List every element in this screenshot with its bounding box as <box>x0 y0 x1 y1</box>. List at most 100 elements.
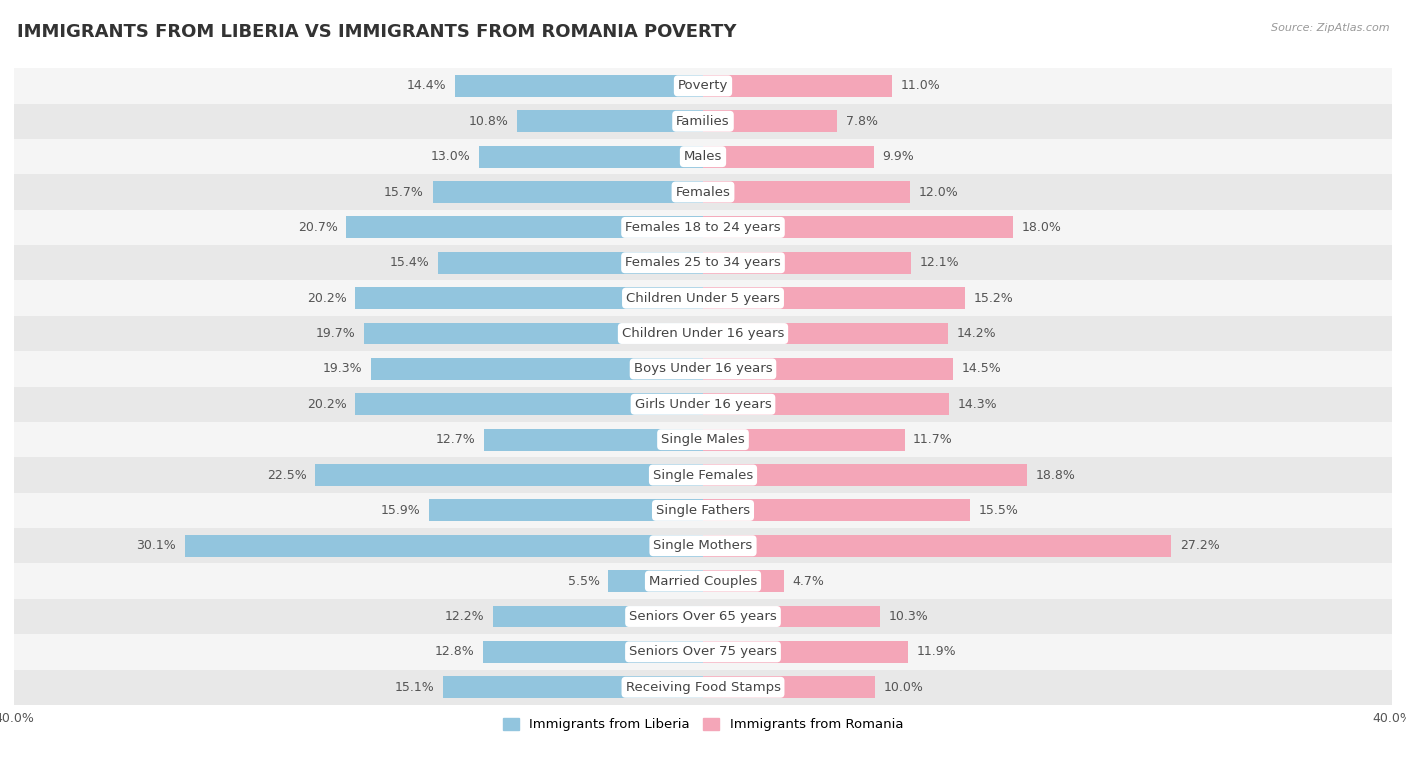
Text: Poverty: Poverty <box>678 80 728 92</box>
Bar <box>14 210 1392 245</box>
Text: Males: Males <box>683 150 723 163</box>
Text: 13.0%: 13.0% <box>430 150 471 163</box>
Bar <box>14 634 1392 669</box>
Text: 15.1%: 15.1% <box>395 681 434 694</box>
Bar <box>14 599 1392 634</box>
Bar <box>364 323 703 344</box>
Text: 15.2%: 15.2% <box>973 292 1014 305</box>
Bar <box>14 563 1392 599</box>
Legend: Immigrants from Liberia, Immigrants from Romania: Immigrants from Liberia, Immigrants from… <box>498 713 908 737</box>
Bar <box>703 323 948 344</box>
Bar <box>482 641 703 662</box>
Bar <box>14 528 1392 563</box>
Text: Boys Under 16 years: Boys Under 16 years <box>634 362 772 375</box>
Bar <box>14 68 1392 104</box>
Text: Females: Females <box>675 186 731 199</box>
Text: 10.8%: 10.8% <box>468 114 509 128</box>
Bar <box>14 422 1392 457</box>
Text: 9.9%: 9.9% <box>882 150 914 163</box>
Bar <box>703 500 970 522</box>
Text: 10.0%: 10.0% <box>884 681 924 694</box>
Text: Females 18 to 24 years: Females 18 to 24 years <box>626 221 780 234</box>
Bar <box>484 429 703 450</box>
Bar <box>703 111 838 132</box>
Bar <box>346 217 703 238</box>
Text: 30.1%: 30.1% <box>136 539 176 553</box>
Text: 14.3%: 14.3% <box>957 398 997 411</box>
Text: 11.7%: 11.7% <box>912 433 953 446</box>
Text: Single Mothers: Single Mothers <box>654 539 752 553</box>
Text: 7.8%: 7.8% <box>846 114 877 128</box>
Text: Married Couples: Married Couples <box>650 575 756 587</box>
Text: 12.0%: 12.0% <box>918 186 957 199</box>
Text: IMMIGRANTS FROM LIBERIA VS IMMIGRANTS FROM ROMANIA POVERTY: IMMIGRANTS FROM LIBERIA VS IMMIGRANTS FR… <box>17 23 737 41</box>
Bar <box>703 606 880 628</box>
Text: 15.9%: 15.9% <box>381 504 420 517</box>
Text: 14.2%: 14.2% <box>956 327 995 340</box>
Bar <box>456 75 703 97</box>
Bar <box>703 75 893 97</box>
Bar <box>356 393 703 415</box>
Bar <box>429 500 703 522</box>
Text: 14.4%: 14.4% <box>406 80 446 92</box>
Bar <box>356 287 703 309</box>
Bar <box>14 493 1392 528</box>
Text: Children Under 5 years: Children Under 5 years <box>626 292 780 305</box>
Text: Females 25 to 34 years: Females 25 to 34 years <box>626 256 780 269</box>
Bar <box>703 287 965 309</box>
Text: 20.7%: 20.7% <box>298 221 337 234</box>
Text: 5.5%: 5.5% <box>568 575 599 587</box>
Bar <box>14 139 1392 174</box>
Text: Girls Under 16 years: Girls Under 16 years <box>634 398 772 411</box>
Text: 18.0%: 18.0% <box>1022 221 1062 234</box>
Text: 12.7%: 12.7% <box>436 433 475 446</box>
Text: Single Females: Single Females <box>652 468 754 481</box>
Text: 18.8%: 18.8% <box>1035 468 1076 481</box>
Text: 22.5%: 22.5% <box>267 468 307 481</box>
Bar <box>703 570 785 592</box>
Text: 12.1%: 12.1% <box>920 256 960 269</box>
Bar <box>703 181 910 203</box>
Bar <box>479 146 703 168</box>
Bar <box>14 280 1392 316</box>
Text: 4.7%: 4.7% <box>793 575 824 587</box>
Text: 20.2%: 20.2% <box>307 398 346 411</box>
Bar <box>494 606 703 628</box>
Text: 15.7%: 15.7% <box>384 186 425 199</box>
Bar <box>14 387 1392 422</box>
Bar <box>14 316 1392 351</box>
Text: Families: Families <box>676 114 730 128</box>
Bar <box>315 464 703 486</box>
Text: 15.4%: 15.4% <box>389 256 429 269</box>
Bar <box>14 351 1392 387</box>
Bar <box>14 669 1392 705</box>
Text: Source: ZipAtlas.com: Source: ZipAtlas.com <box>1271 23 1389 33</box>
Bar <box>703 146 873 168</box>
Bar <box>14 104 1392 139</box>
Bar <box>703 217 1012 238</box>
Bar <box>371 358 703 380</box>
Text: 15.5%: 15.5% <box>979 504 1018 517</box>
Text: Seniors Over 65 years: Seniors Over 65 years <box>628 610 778 623</box>
Bar <box>433 181 703 203</box>
Text: 12.8%: 12.8% <box>434 645 474 659</box>
Text: 14.5%: 14.5% <box>962 362 1001 375</box>
Bar <box>703 358 953 380</box>
Bar <box>609 570 703 592</box>
Text: 11.9%: 11.9% <box>917 645 956 659</box>
Bar <box>14 174 1392 210</box>
Bar <box>703 676 875 698</box>
Bar <box>437 252 703 274</box>
Bar <box>517 111 703 132</box>
Text: Receiving Food Stamps: Receiving Food Stamps <box>626 681 780 694</box>
Text: 27.2%: 27.2% <box>1180 539 1220 553</box>
Bar <box>703 429 904 450</box>
Text: 10.3%: 10.3% <box>889 610 929 623</box>
Bar <box>14 457 1392 493</box>
Text: 12.2%: 12.2% <box>444 610 484 623</box>
Text: 19.3%: 19.3% <box>322 362 361 375</box>
Text: 19.7%: 19.7% <box>315 327 356 340</box>
Bar <box>703 535 1171 556</box>
Bar <box>14 245 1392 280</box>
Text: Seniors Over 75 years: Seniors Over 75 years <box>628 645 778 659</box>
